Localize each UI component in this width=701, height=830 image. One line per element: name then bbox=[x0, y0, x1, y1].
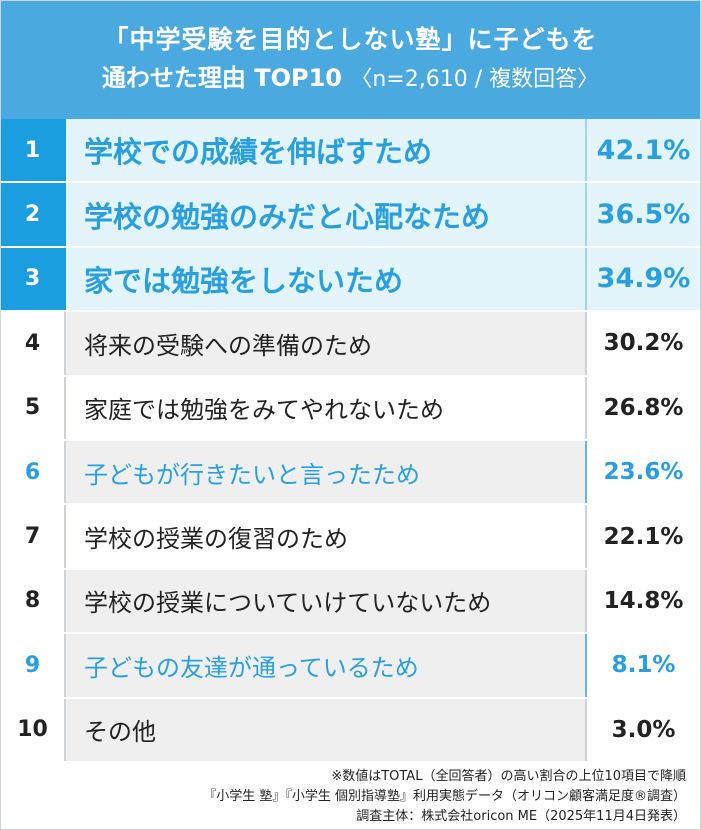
percentage-value: 14.8% bbox=[585, 569, 700, 633]
rank-number: 8 bbox=[1, 569, 66, 633]
source-notes: ※数値はTOTAL（全回答者）の高い割合の上位10項目で降順 『小学生 塾』『小… bbox=[203, 767, 686, 827]
rank-number: 10 bbox=[1, 698, 66, 761]
table-row: 7 学校の授業の復習のため 22.1% bbox=[1, 505, 700, 570]
reason-text: 学校の授業の復習のため bbox=[66, 505, 585, 568]
title-banner: 「中学受験を目的としない塾」に子どもを 通わせた理由 TOP10 〈n=2,61… bbox=[1, 1, 700, 119]
percentage-value: 36.5% bbox=[585, 183, 700, 246]
percentage-value: 26.8% bbox=[585, 376, 700, 439]
rank-number: 9 bbox=[1, 634, 66, 697]
percentage-value: 23.6% bbox=[585, 440, 700, 504]
reason-text: 学校での成績を伸ばすため bbox=[66, 119, 585, 182]
table-row: 6 子どもが行きたいと言ったため 23.6% bbox=[1, 440, 700, 506]
table-row: 2 学校の勉強のみだと心配なため 36.5% bbox=[1, 183, 700, 248]
percentage-value: 30.2% bbox=[585, 312, 700, 375]
table-row: 9 子どもの友達が通っているため 8.1% bbox=[1, 634, 700, 699]
reason-text: 子どもが行きたいと言ったため bbox=[66, 440, 585, 504]
title-line-2: 通わせた理由 TOP10 〈n=2,610 / 複数回答〉 bbox=[102, 59, 599, 99]
percentage-value: 22.1% bbox=[585, 505, 700, 568]
reason-text: 子どもの友達が通っているため bbox=[66, 634, 585, 697]
rank-number: 1 bbox=[1, 119, 66, 182]
percentage-value: 8.1% bbox=[585, 634, 700, 697]
table-row: 8 学校の授業についていけていないため 14.8% bbox=[1, 569, 700, 635]
reason-text: 家庭では勉強をみてやれないため bbox=[66, 376, 585, 439]
rank-number: 4 bbox=[1, 312, 66, 375]
reason-text: 家では勉強をしないため bbox=[66, 247, 585, 311]
rank-number: 2 bbox=[1, 183, 66, 246]
reason-text: 将来の受験への準備のため bbox=[66, 312, 585, 375]
table-row: 10 その他 3.0% bbox=[1, 698, 700, 763]
rank-number: 6 bbox=[1, 440, 66, 504]
percentage-value: 34.9% bbox=[585, 247, 700, 311]
rank-number: 3 bbox=[1, 247, 66, 311]
table-row: 1 学校での成績を伸ばすため 42.1% bbox=[1, 119, 700, 184]
table-row: 3 家では勉強をしないため 34.9% bbox=[1, 247, 700, 313]
percentage-value: 42.1% bbox=[585, 119, 700, 182]
reason-text: その他 bbox=[66, 698, 585, 761]
footnote-publisher: 調査主体：株式会社oricon ME（2025年11月4日発表） bbox=[356, 809, 686, 824]
title-sample-note: 〈n=2,610 / 複数回答〉 bbox=[350, 67, 600, 92]
ranking-table: 1 学校での成績を伸ばすため 42.1% 2 学校の勉強のみだと心配なため 36… bbox=[1, 119, 700, 763]
rank-number: 7 bbox=[1, 505, 66, 568]
rank-number: 5 bbox=[1, 376, 66, 439]
reason-text: 学校の勉強のみだと心配なため bbox=[66, 183, 585, 246]
reason-text: 学校の授業についていけていないため bbox=[66, 569, 585, 633]
percentage-value: 3.0% bbox=[585, 698, 700, 761]
title-main: 通わせた理由 TOP10 bbox=[101, 64, 342, 92]
table-row: 5 家庭では勉強をみてやれないため 26.8% bbox=[1, 376, 700, 441]
footnote-data-source: 『小学生 塾』『小学生 個別指導塾』利用実態データ（オリコン顧客満足度®調査） bbox=[203, 789, 686, 804]
footnote-sort-order: ※数値はTOTAL（全回答者）の高い割合の上位10項目で降順 bbox=[331, 769, 686, 784]
table-row: 4 将来の受験への準備のため 30.2% bbox=[1, 312, 700, 377]
title-line-1: 「中学受験を目的としない塾」に子どもを bbox=[103, 25, 598, 54]
